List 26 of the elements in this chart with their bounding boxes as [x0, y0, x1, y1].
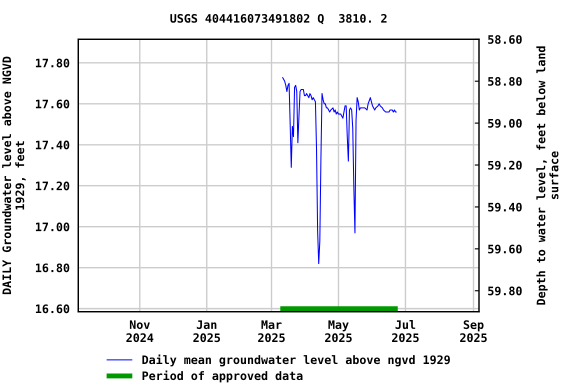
y2-tick-label: 59.00 — [488, 118, 522, 128]
y-tick-label: 17.40 — [36, 140, 70, 150]
chart-title: USGS 404416073491802 Q 3810. 2 — [170, 14, 387, 24]
x-tick-label: Sep 2025 — [460, 320, 487, 342]
y-tick-label: 16.80 — [36, 263, 70, 272]
y2-axis-title: Depth to water level, feet below land surface — [536, 46, 558, 305]
y-tick-label: 16.60 — [36, 304, 70, 314]
y-tick-label: 17.60 — [36, 100, 70, 108]
y2-tick-label: 59.20 — [488, 160, 522, 170]
line-series — [282, 76, 398, 264]
y2-tick-label: 58.80 — [488, 76, 522, 86]
x-tick-label: Jul 2025 — [392, 320, 419, 342]
y2-tick-label: 58.60 — [488, 35, 522, 44]
y-axis-title: DAILY Groundwater level above NGVD 1929, feet — [2, 56, 26, 294]
y2-tick-label: 59.40 — [488, 202, 522, 212]
x-tick-label: Jan 2025 — [193, 320, 220, 342]
y-tick-label: 17.80 — [36, 58, 70, 68]
y2-tick-label: 59.80 — [488, 286, 522, 296]
legend-label: Daily mean groundwater level above ngvd 1929 — [142, 354, 450, 366]
legend-label: Period of approved data — [142, 370, 302, 382]
x-tick-label: May 2025 — [325, 320, 352, 342]
y2-tick-label: 59.60 — [488, 244, 522, 254]
y-tick-label: 17.00 — [36, 222, 70, 232]
x-tick-label: Nov 2024 — [126, 320, 154, 342]
x-tick-label: Mar 2025 — [258, 320, 285, 342]
y-tick-label: 17.20 — [36, 182, 70, 190]
